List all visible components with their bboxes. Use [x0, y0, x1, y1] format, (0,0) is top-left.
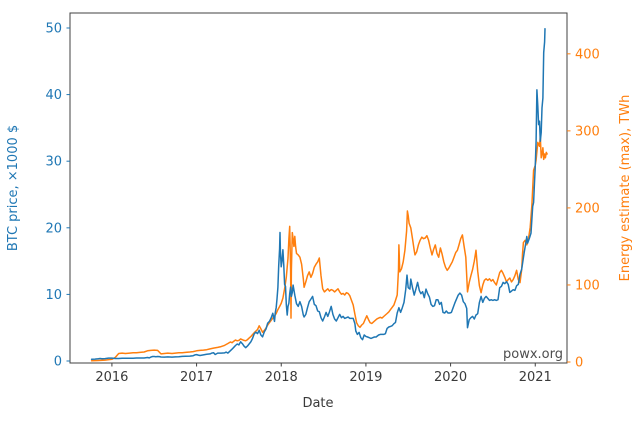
y-axis-left-ticks: 0 10 20 30 40 50	[45, 21, 70, 370]
plot-area	[69, 12, 568, 364]
y-right-tick-label: 300	[575, 124, 600, 139]
x-tick-label: 2016	[95, 370, 128, 385]
y-left-tick-label: 20	[45, 221, 62, 236]
x-tick-label: 2017	[180, 370, 213, 385]
y-right-tick-label: 400	[575, 47, 600, 62]
y-left-tick-label: 40	[45, 88, 62, 103]
y-axis-label-right: Energy estimate (max), TWh	[618, 95, 633, 282]
btc-price-line	[90, 27, 546, 361]
x-tick-label: 2019	[349, 370, 382, 385]
y-left-tick-label: 50	[45, 21, 62, 36]
y-left-tick-label: 10	[45, 288, 62, 303]
watermark-text: powx.org	[503, 347, 563, 362]
y-right-tick-label: 0	[575, 355, 583, 370]
x-axis-ticks: 2016 2017 2018 2019 2020 2021	[95, 363, 552, 385]
y-left-tick-label: 0	[54, 355, 62, 370]
x-tick-label: 2021	[519, 370, 552, 385]
x-axis-label: Date	[302, 396, 333, 411]
energy-estimate-line	[90, 135, 548, 362]
x-tick-label: 2020	[434, 370, 467, 385]
y-left-tick-label: 30	[45, 155, 62, 170]
y-right-tick-label: 100	[575, 278, 600, 293]
y-axis-right-ticks: 0 100 200 300 400	[567, 47, 600, 370]
y-axis-label-left: BTC price, ×1000 $	[6, 125, 21, 251]
y-right-tick-label: 200	[575, 201, 600, 216]
x-tick-label: 2018	[265, 370, 298, 385]
